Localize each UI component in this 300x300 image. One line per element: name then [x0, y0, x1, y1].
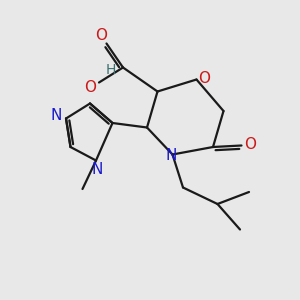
Text: O: O	[84, 80, 96, 94]
Text: N: N	[165, 148, 177, 164]
Text: O: O	[198, 70, 210, 86]
Text: H: H	[105, 64, 116, 77]
Text: O: O	[95, 28, 107, 44]
Text: N: N	[92, 162, 103, 177]
Text: O: O	[244, 137, 256, 152]
Text: N: N	[51, 108, 62, 123]
